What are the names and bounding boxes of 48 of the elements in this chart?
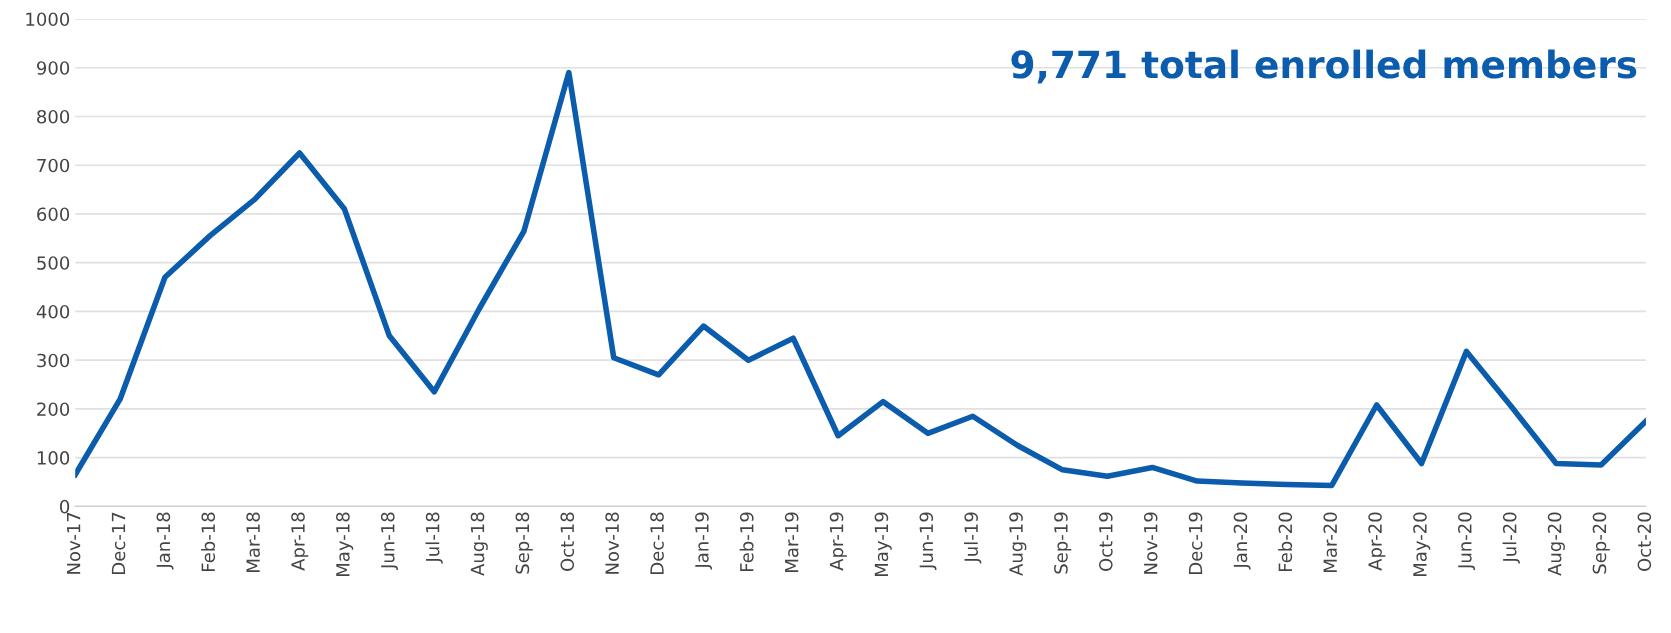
x-tick-label: May-18 bbox=[336, 512, 354, 576]
x-tick-label: Apr-19 bbox=[829, 512, 847, 571]
x-tick-label: May-20 bbox=[1413, 512, 1431, 576]
x-tick-label: Jun-20 bbox=[1458, 512, 1476, 570]
x-tick-label: Apr-18 bbox=[291, 512, 309, 571]
x-tick-label: Jun-19 bbox=[919, 512, 937, 570]
y-tick-label: 200 bbox=[37, 402, 70, 417]
x-tick-label: Dec-19 bbox=[1188, 512, 1203, 574]
y-tick-label: 400 bbox=[36, 304, 70, 319]
x-tick-label: Feb-18 bbox=[201, 512, 216, 571]
x-tick-label: Sep-20 bbox=[1592, 512, 1610, 574]
x-tick-label: Oct-20 bbox=[1637, 512, 1652, 571]
x-tick-label: Jul-19 bbox=[964, 512, 982, 564]
x-tick-label: Jun-18 bbox=[380, 512, 398, 570]
x-tick-label: Jul-20 bbox=[1502, 512, 1520, 564]
x-tick-label: Sep-18 bbox=[515, 512, 533, 574]
x-tick-label: Nov-19 bbox=[1143, 512, 1158, 574]
y-tick-label: 700 bbox=[37, 158, 70, 173]
x-tick-label: Dec-17 bbox=[111, 512, 126, 574]
y-tick-label: 100 bbox=[37, 451, 70, 465]
y-tick-label: 500 bbox=[37, 256, 70, 270]
x-tick-label: Oct-19 bbox=[1098, 512, 1113, 571]
y-tick-label: 0 bbox=[60, 499, 70, 514]
x-tick-label: Jul-18 bbox=[425, 512, 443, 564]
x-tick-label: Feb-19 bbox=[739, 512, 754, 571]
x-tick-label: Feb-20 bbox=[1278, 512, 1293, 571]
x-tick-label: Dec-18 bbox=[650, 512, 664, 574]
x-tick-label: Sep-19 bbox=[1054, 512, 1072, 574]
x-tick-label: Aug-19 bbox=[1009, 512, 1027, 576]
x-tick-label: Nov-18 bbox=[605, 512, 619, 574]
y-tick-label: 800 bbox=[37, 109, 70, 124]
x-tick-label: Mar-18 bbox=[246, 512, 260, 572]
x-tick-label: Jan-18 bbox=[156, 512, 174, 570]
y-tick-label: 900 bbox=[37, 61, 70, 75]
x-tick-label: Mar-19 bbox=[784, 512, 799, 572]
y-tick-label: 300 bbox=[37, 353, 70, 368]
x-tick-label: May-19 bbox=[874, 512, 892, 576]
annotation: 9,771 total enrolled members bbox=[1011, 49, 1637, 84]
x-tick-label: Nov-17 bbox=[67, 512, 81, 574]
x-tick-label: Aug-20 bbox=[1547, 512, 1565, 576]
x-tick-label: Oct-18 bbox=[560, 512, 575, 571]
x-tick-label: Jan-19 bbox=[695, 512, 713, 570]
x-tick-label: Apr-20 bbox=[1368, 512, 1386, 571]
x-tick-label: Jan-20 bbox=[1233, 512, 1251, 570]
x-tick-label: Mar-20 bbox=[1323, 512, 1338, 572]
y-tick-label: 1000 bbox=[26, 12, 70, 27]
x-tick-label: Aug-18 bbox=[470, 512, 488, 576]
y-tick-label: 600 bbox=[37, 207, 70, 222]
